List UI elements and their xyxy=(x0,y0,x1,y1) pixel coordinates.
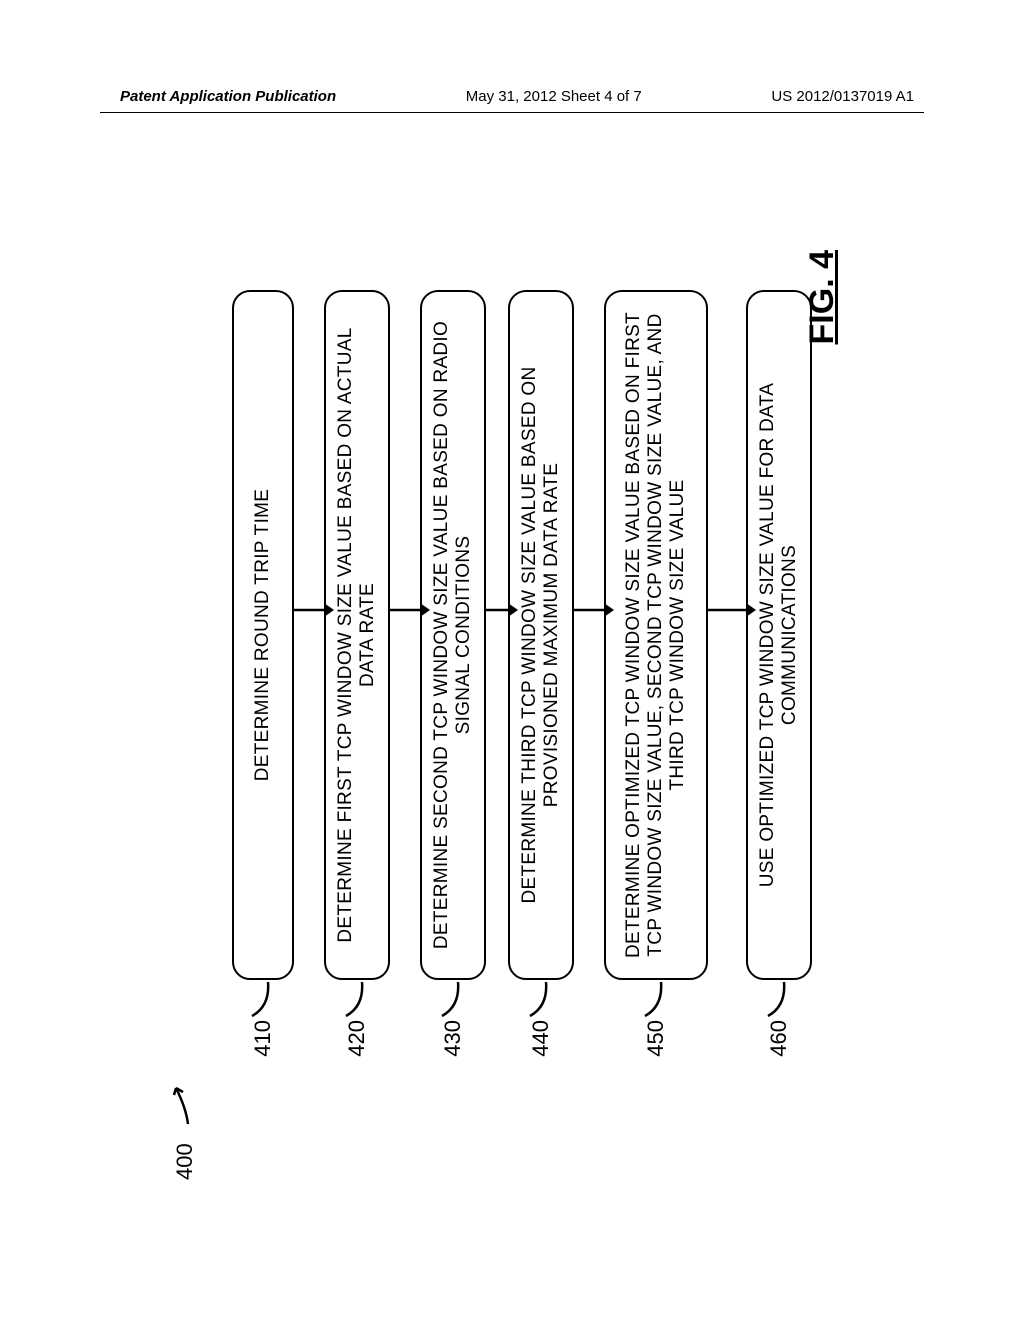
page-header: Patent Application Publication May 31, 2… xyxy=(0,88,1024,105)
figure-ref-arrow-icon xyxy=(170,1068,194,1128)
step-box: DETERMINE FIRST TCP WINDOW SIZE VALUE BA… xyxy=(324,290,390,980)
step-box: DETERMINE THIRD TCP WINDOW SIZE VALUE BA… xyxy=(508,290,574,980)
step-number: 460 xyxy=(766,1020,792,1070)
header-rule xyxy=(100,112,924,113)
step-box: USE OPTIMIZED TCP WINDOW SIZE VALUE FOR … xyxy=(746,290,812,980)
flow-step-430: 430 DETERMINE SECOND TCP WINDOW SIZE VALU… xyxy=(420,290,486,1070)
flow-arrow-down-icon xyxy=(486,595,525,625)
figure-ref-number: 400 xyxy=(172,1143,198,1180)
step-leader-line-icon xyxy=(764,980,794,1020)
flow-arrow-down-icon xyxy=(390,595,437,625)
step-number: 440 xyxy=(528,1020,554,1070)
step-number: 420 xyxy=(344,1020,370,1070)
flow-arrow-down-icon xyxy=(708,595,763,625)
step-leader-line-icon xyxy=(641,980,671,1020)
step-box: DETERMINE SECOND TCP WINDOW SIZE VALUE B… xyxy=(420,290,486,980)
step-number: 450 xyxy=(643,1020,669,1070)
flow-step-440: 440 DETERMINE THIRD TCP WINDOW SIZE VALUE… xyxy=(508,290,574,1070)
step-leader-line-icon xyxy=(438,980,468,1020)
step-leader-line-icon xyxy=(342,980,372,1020)
figure-container: 400 410 DETERMINE ROUND TRIP TIME 420 DETER… xyxy=(172,220,852,1220)
header-publication: Patent Application Publication xyxy=(120,88,336,105)
step-box: DETERMINE ROUND TRIP TIME xyxy=(232,290,294,980)
flow-step-450: 450 DETERMINE OPTIMIZED TCP WINDOW SIZE V… xyxy=(604,290,708,1070)
step-number: 410 xyxy=(250,1020,276,1070)
flow-step-420: 420 DETERMINE FIRST TCP WINDOW SIZE VALUE… xyxy=(324,290,390,1070)
flow-arrow-down-icon xyxy=(574,595,621,625)
header-date-sheet: May 31, 2012 Sheet 4 of 7 xyxy=(466,88,642,105)
flowchart: 400 410 DETERMINE ROUND TRIP TIME 420 DETER… xyxy=(172,220,852,1220)
step-leader-line-icon xyxy=(248,980,278,1020)
step-box: DETERMINE OPTIMIZED TCP WINDOW SIZE VALU… xyxy=(604,290,708,980)
flow-step-460: 460 USE OPTIMIZED TCP WINDOW SIZE VALUE F… xyxy=(746,290,812,1070)
step-number: 430 xyxy=(440,1020,466,1070)
header-pub-number: US 2012/0137019 A1 xyxy=(771,88,914,105)
step-leader-line-icon xyxy=(526,980,556,1020)
flow-arrow-down-icon xyxy=(294,595,341,625)
figure-label: FIG. 4 xyxy=(803,250,842,344)
flow-step-410: 410 DETERMINE ROUND TRIP TIME xyxy=(232,290,294,1070)
